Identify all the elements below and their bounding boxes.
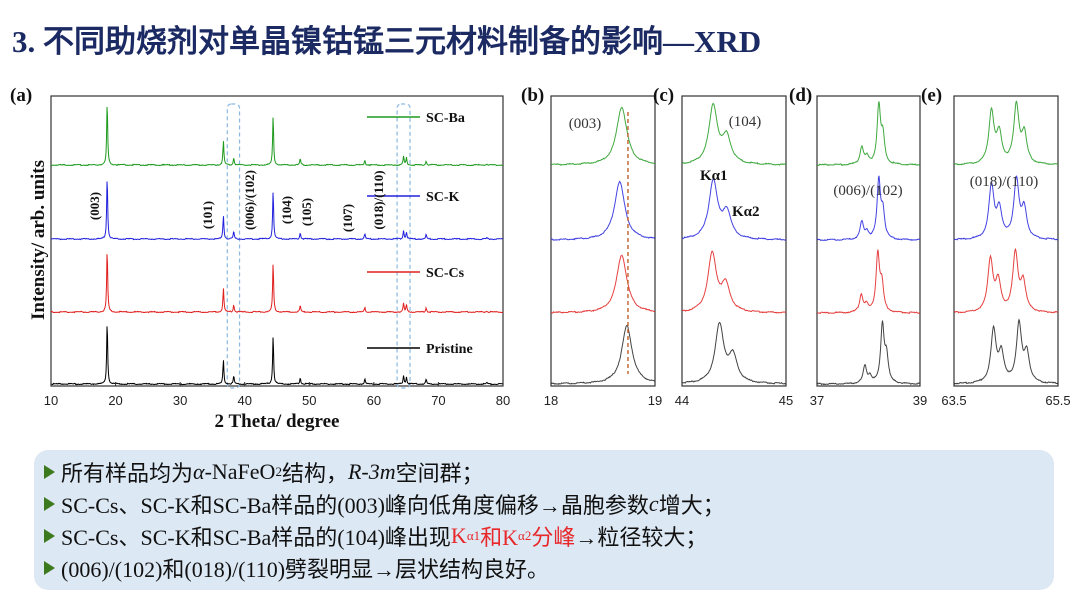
xrd-series-sc-cs [816, 249, 921, 315]
x-tick-label: 37 [810, 393, 824, 408]
xrd-series-sc-cs [682, 250, 787, 314]
x-tick-label: 40 [237, 393, 251, 408]
bullet-arrow-icon [44, 561, 55, 575]
xrd-series-pristine [51, 326, 503, 386]
peak-annotation: (006)/(102) [833, 183, 902, 199]
xrd-series-sc-ba [551, 106, 656, 166]
peak-label: (105) [299, 198, 314, 226]
plot-frame [953, 95, 1059, 387]
plot-frame [816, 95, 921, 387]
k-alpha2-label: Kα2 [732, 204, 760, 220]
xrd-series-pristine [682, 321, 787, 385]
xrd-series-sc-ba [50, 106, 504, 167]
bullet-text: K [450, 523, 467, 548]
x-tick-label: 10 [44, 393, 58, 408]
x-tick-label: 39 [913, 393, 927, 408]
summary-bullet: SC-Cs、SC-K和SC-Ba样品的(003)峰向低角度偏移→晶胞参数 c 增大； [44, 488, 1044, 520]
peak-annotation: (104) [729, 114, 762, 130]
bullet-text: c [648, 491, 659, 516]
legend-label: SC-Ba [426, 111, 465, 126]
peak-annotation: (003) [569, 116, 602, 132]
x-axis-label: 2 Theta/ degree [215, 411, 340, 432]
panel-label: (b) [521, 85, 544, 106]
xrd-series-sc-cs [953, 247, 1059, 314]
xrd-series-sc-cs [551, 254, 656, 314]
xrd-series-sc-k [953, 175, 1059, 241]
k-alpha1-label: Kα1 [700, 168, 728, 184]
xrd-series-sc-k [51, 181, 504, 241]
bullet-text: SC-Cs、SC-K和SC-Ba样品的(104)峰出现 [61, 525, 451, 550]
x-tick-label: 70 [431, 393, 445, 408]
panel-label: (d) [789, 85, 812, 106]
slide-title: 3. 不同助烧剂对单晶镍钴锰三元材料制备的影响—XRD [12, 24, 762, 59]
bullet-text: 增大； [658, 493, 725, 518]
bullet-text: α2 [518, 528, 532, 543]
plot-frame [550, 95, 656, 387]
bullet-text: 所有样品均为 [61, 461, 194, 486]
peak-label: (107) [340, 204, 355, 232]
peak-label: (003) [87, 192, 102, 220]
x-tick-label: 19 [648, 393, 662, 408]
plot-frame-a [50, 95, 504, 387]
bullet-text: (006)/(102)和(018)/(110)劈裂明显→层状结构良好。 [61, 557, 550, 582]
bullet-text: 和K [480, 525, 519, 550]
legend-label: SC-K [426, 190, 460, 205]
bullet-text: R-3m [347, 459, 396, 484]
x-tick-label: 20 [108, 393, 122, 408]
xrd-series-sc-k [550, 180, 656, 241]
panel-label: (a) [10, 85, 32, 106]
bullet-text: 分峰 [531, 525, 576, 550]
summary-bullet: 所有样品均为 α -NaFeO 2 结构， R-3m 空间群； [44, 456, 1044, 488]
plot-frame [681, 95, 787, 387]
xrd-series-sc-k [817, 175, 921, 242]
bullet-text: 2 [275, 464, 282, 479]
bullet-text: →粒径较大； [575, 525, 708, 550]
highlight-region-1 [396, 103, 411, 389]
x-tick-label: 30 [173, 393, 187, 408]
xrd-series-pristine [816, 320, 921, 386]
x-tick-label: 65.5 [1045, 393, 1070, 408]
bullet-text: α [193, 459, 205, 484]
bullet-arrow-icon [44, 465, 55, 479]
peak-annotation: (018)/(110) [970, 174, 1039, 190]
bullet-text: -NaFeO [204, 459, 276, 484]
xrd-series-sc-ba [681, 102, 787, 166]
x-tick-label: 44 [675, 393, 689, 408]
bullet-arrow-icon [44, 497, 55, 511]
xrd-series-sc-cs [50, 254, 504, 314]
peak-label: (104) [279, 196, 294, 224]
xrd-figure: SC-Ba SC-K SC-Cs Pristine (003) (101) (006)/(1… [10, 85, 1071, 432]
bullet-text: 结构， [281, 461, 348, 486]
highlight-region-0 [226, 103, 241, 389]
panel-label: (c) [653, 85, 674, 106]
peak-label: (006)/(102) [242, 170, 257, 230]
y-axis-label: Intensity/ arb. units [28, 160, 49, 320]
bullet-text: 空间群； [395, 461, 484, 486]
summary-box: 所有样品均为 α -NaFeO 2 结构， R-3m 空间群； SC-Cs、SC-K和SC-B… [34, 450, 1054, 590]
xrd-series-sc-k [681, 177, 787, 241]
summary-bullet: (006)/(102)和(018)/(110)劈裂明显→层状结构良好。 [44, 552, 1044, 584]
peak-label: (018)/(110) [371, 170, 386, 229]
legend-label: SC-Cs [426, 266, 465, 281]
xrd-series-pristine [551, 324, 656, 385]
x-tick-label: 63.5 [941, 393, 966, 408]
xrd-series-sc-ba [953, 100, 1059, 166]
x-tick-label: 45 [779, 393, 793, 408]
x-tick-label: 60 [367, 393, 381, 408]
legend-label: Pristine [426, 342, 473, 357]
x-tick-label: 80 [496, 393, 510, 408]
bullet-arrow-icon [44, 529, 55, 543]
panel-label: (e) [921, 85, 942, 106]
x-tick-label: 18 [544, 393, 558, 408]
xrd-series-pristine [953, 318, 1059, 385]
bullet-text: α1 [466, 528, 481, 543]
peak-label: (101) [200, 201, 215, 229]
x-tick-label: 50 [302, 393, 316, 408]
xrd-series-sc-ba [817, 101, 921, 167]
bullet-text: SC-Cs、SC-K和SC-Ba样品的(003)峰向低角度偏移→晶胞参数 [61, 493, 649, 518]
